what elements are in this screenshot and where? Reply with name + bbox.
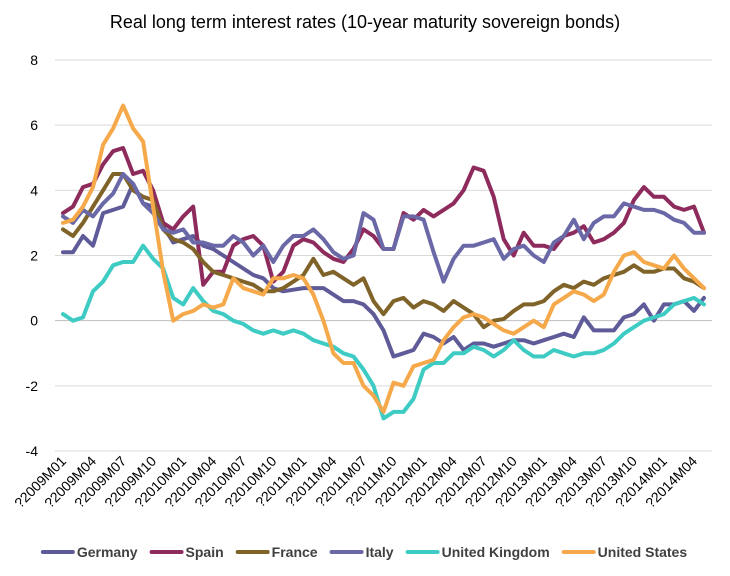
y-tick-label: 8 — [30, 52, 38, 68]
series-group — [61, 103, 706, 421]
legend-label-france: France — [272, 544, 318, 560]
y-tick-label: -4 — [26, 443, 39, 459]
series-line-france — [61, 172, 706, 330]
legend-label-italy: Italy — [366, 544, 394, 560]
x-axis: ?2009M01?2009M04?2009M07?2009M10?2010M01… — [11, 453, 700, 511]
series-line-united-kingdom — [61, 243, 706, 421]
y-tick-label: 2 — [30, 248, 38, 264]
legend: Germany Spain France Italy United Kingdom Uni… — [40, 544, 688, 560]
chart-title: Real long term interest rates (10-year m… — [110, 12, 620, 32]
legend-label-germany: Germany — [77, 544, 138, 560]
y-tick-label: 6 — [30, 117, 38, 133]
legend-label-spain: Spain — [186, 544, 224, 560]
y-axis: -4 -2 0 2 4 6 8 — [26, 52, 39, 459]
legend-label-united-kingdom: United Kingdom — [442, 544, 550, 560]
y-tick-label: -2 — [26, 378, 39, 394]
gridlines — [55, 59, 712, 452]
y-tick-label: 0 — [30, 313, 38, 329]
series-line-italy — [61, 172, 706, 284]
series-line-united-states — [61, 103, 706, 414]
y-tick-label: 4 — [30, 182, 38, 198]
legend-label-united-states: United States — [598, 544, 688, 560]
